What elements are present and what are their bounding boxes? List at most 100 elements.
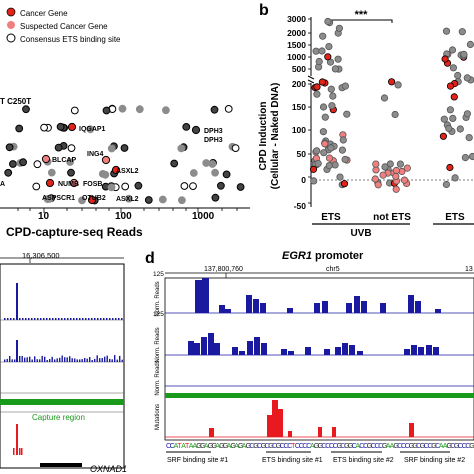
noise-bar-c1 — [49, 318, 51, 320]
scatter-dot — [211, 193, 220, 202]
scatter-dot — [180, 182, 189, 190]
noise-bar-c2 — [6, 358, 8, 362]
track-label-d3: Norm. Reads — [155, 360, 161, 395]
noise-bar-c1 — [22, 318, 24, 320]
x-axis-label-a: CPD-capture-seq Reads — [6, 225, 143, 239]
read-bar-d2 — [411, 345, 417, 355]
scatter-dot — [19, 158, 28, 167]
dna-base: A — [181, 443, 186, 450]
read-bar-d1 — [354, 296, 360, 313]
noise-bar-c2 — [96, 355, 98, 362]
title-rest: promoter — [312, 250, 364, 262]
scatter-dot-b — [321, 140, 329, 148]
noise-bar-c2 — [69, 356, 71, 362]
scatter-dot-b — [446, 106, 454, 114]
dna-base: C — [295, 443, 300, 450]
scatter-dot-b — [374, 181, 382, 189]
reads-track-d1 — [195, 278, 441, 313]
dna-base: G — [314, 443, 319, 450]
scatter-dot-b — [324, 53, 332, 61]
legend-marker-cancer — [6, 7, 16, 17]
read-bar-d1 — [287, 308, 293, 313]
gene-label-ing4: ING4 — [87, 151, 103, 158]
x-tick-100: 100 — [115, 211, 132, 222]
gene-label-numb: NUMB — [58, 181, 79, 188]
labeled-dot — [191, 125, 201, 135]
noise-bar-c2 — [49, 359, 51, 362]
noise-bar-c1 — [52, 318, 54, 320]
scatter-dot — [236, 183, 245, 191]
dna-base: G — [409, 443, 414, 450]
dna-base: G — [219, 443, 224, 450]
noise-bar-c1 — [85, 318, 87, 320]
noise-bar-c2 — [74, 358, 76, 362]
dna-base: C — [363, 443, 368, 450]
y-tick-50: 50 — [297, 149, 307, 159]
noise-bar-c2 — [21, 356, 23, 362]
dna-base: C — [359, 443, 364, 450]
chrom-label-d: chr5 — [326, 266, 340, 273]
scatter-dot-b — [313, 90, 321, 98]
labeled-dot — [45, 178, 55, 188]
dna-base: A — [204, 443, 209, 450]
noise-bar-c1 — [55, 318, 57, 320]
mutation-bar-d — [332, 427, 336, 437]
scatter-dot-b — [400, 176, 409, 184]
dna-base: G — [276, 443, 281, 450]
read-bar-d2 — [201, 337, 207, 355]
noise-bar-c1 — [76, 318, 78, 320]
legend-label-ets: Consensus ETS binding site — [20, 35, 121, 44]
y-axis-label-b1: CPD Induction — [258, 102, 269, 171]
ytick-125-a: 125 — [153, 271, 164, 278]
scatter-dot — [86, 125, 95, 134]
scatter-dot — [67, 144, 76, 153]
noise-bar-c1 — [58, 318, 60, 320]
peak-bar-c1 — [16, 283, 18, 320]
dna-base: A — [310, 443, 315, 450]
dna-base: C — [249, 443, 254, 450]
y-tick-neg50: -50 — [294, 201, 307, 211]
scatter-dot — [189, 182, 197, 191]
scatter-dot — [202, 159, 211, 167]
read-bar-d2 — [214, 343, 220, 355]
scatter-dot-b — [340, 180, 349, 188]
cut-label: T C250T — [0, 97, 31, 106]
scatter-dot — [135, 105, 144, 114]
noise-bar-c2 — [111, 359, 113, 362]
scatter-dot-b — [392, 166, 400, 175]
gene-label-otub2: OTUB2 — [82, 195, 106, 202]
scatter-dot — [33, 160, 42, 169]
read-bar-d2 — [426, 345, 432, 355]
read-bar-d2 — [305, 347, 311, 355]
scatter-dot-b — [338, 146, 346, 154]
dna-base: G — [318, 443, 323, 450]
x-tick-1000: 1000 — [192, 211, 215, 222]
scatter-dot — [210, 105, 219, 114]
noise-bar-c1 — [25, 318, 27, 320]
labeled-dot — [69, 178, 79, 188]
noise-bar-c1 — [34, 318, 36, 320]
scatter-dot-b — [319, 32, 327, 40]
dna-base: C — [371, 443, 376, 450]
scatter-dot-b — [325, 162, 333, 170]
scatter-dot — [182, 123, 191, 131]
read-bar-d1 — [225, 309, 231, 313]
dna-base: G — [238, 443, 243, 450]
read-bar-d1 — [253, 299, 259, 313]
panel-b: b CPD Induction (Cellular - Naked DNA) 3… — [258, 2, 474, 239]
coord-label-d: 137,800,760 — [204, 266, 243, 273]
scatter-dot — [46, 194, 54, 203]
scatter-dot-b — [391, 110, 399, 119]
scatter-dot — [224, 105, 233, 113]
noise-bar-c2 — [81, 359, 83, 362]
scatter-dot-b — [329, 92, 337, 100]
y-tick-labels-b: 3000 2000 1500 1000 500 200 150 100 50 0… — [287, 14, 306, 211]
noise-bar-c2 — [36, 359, 38, 362]
scatter-dot-b — [461, 154, 469, 162]
scatter-dot — [121, 182, 130, 191]
scatter-dot — [67, 168, 75, 177]
ytick-125-b: 125 — [153, 311, 164, 318]
noise-bar-c2 — [71, 358, 73, 362]
noise-bar-c1 — [118, 318, 120, 320]
